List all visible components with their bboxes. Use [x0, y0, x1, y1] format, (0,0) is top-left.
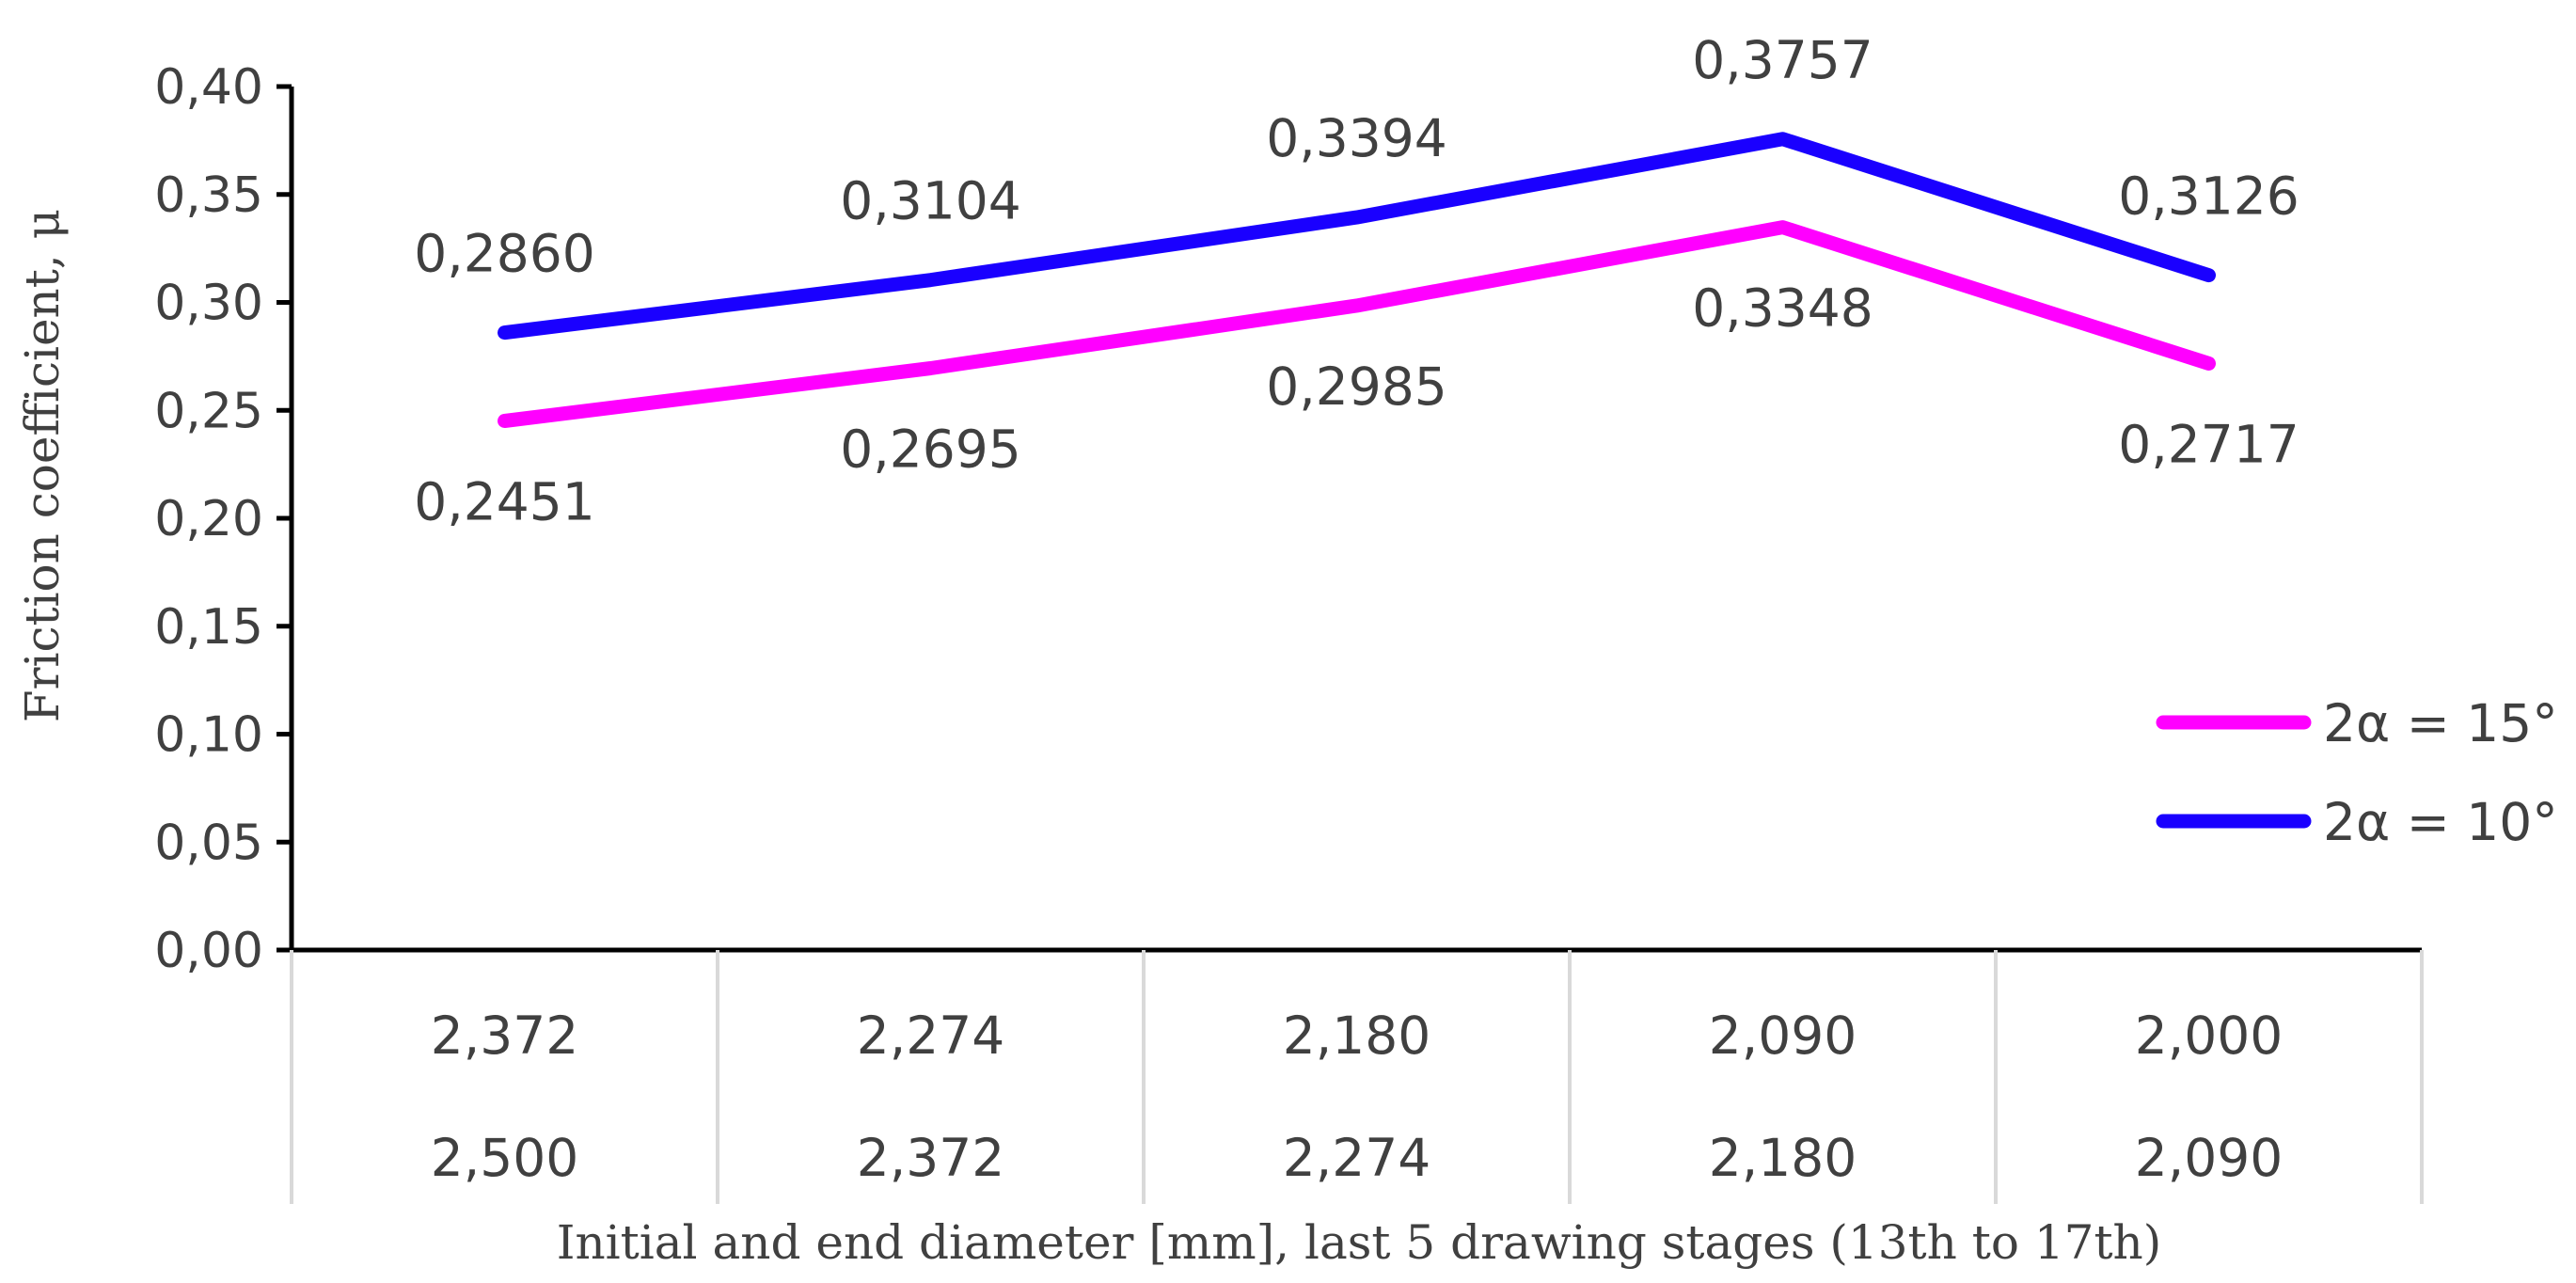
y-tick-label: 0,15 — [154, 599, 263, 656]
series-line-2 — [498, 132, 2216, 341]
data-label: 0,2717 — [2118, 414, 2299, 474]
category-initial-diameter: 2,274 — [1283, 1128, 1430, 1188]
y-tick-label: 0,20 — [154, 491, 263, 547]
y-axis: 0,00 0,05 0,10 0,15 0,20 0,25 0,30 0,35 0,40 — [154, 59, 294, 979]
y-tick-label: 0,05 — [154, 815, 263, 871]
y-tick-label: 0,00 — [154, 923, 263, 979]
category-end-diameter: 2,372 — [431, 1006, 578, 1066]
legend-label: 2α = 10° — [2323, 792, 2558, 852]
category-end-diameter: 2,090 — [1709, 1006, 1857, 1066]
category-initial-diameter: 2,372 — [857, 1128, 1004, 1188]
data-label: 0,2985 — [1266, 356, 1446, 417]
data-label: 0,3104 — [840, 171, 1020, 231]
x-axis-title: Initial and end diameter [mm], last 5 dr… — [557, 1215, 2162, 1270]
y-tick-label: 0,40 — [154, 59, 263, 116]
y-tick-label: 0,25 — [154, 383, 263, 439]
legend-label: 2α = 15° — [2323, 693, 2558, 753]
data-label: 0,3394 — [1266, 108, 1446, 168]
data-label: 0,3757 — [1692, 30, 1873, 90]
data-label: 0,3126 — [2118, 166, 2299, 227]
y-tick-label: 0,35 — [154, 167, 263, 224]
category-end-diameter: 2,000 — [2135, 1006, 2283, 1066]
y-axis-title: Friction coefficient, μ — [15, 209, 70, 722]
category-initial-diameter: 2,500 — [431, 1128, 578, 1188]
legend: 2α = 15° 2α = 10° — [2156, 693, 2558, 852]
category-end-diameter: 2,274 — [857, 1006, 1004, 1066]
data-label: 0,3348 — [1692, 278, 1873, 339]
category-initial-diameter: 2,090 — [2135, 1128, 2283, 1188]
category-end-diameter: 2,180 — [1283, 1006, 1430, 1066]
data-label: 0,2695 — [840, 419, 1020, 479]
series-line-1 — [498, 220, 2216, 428]
y-tick-label: 0,30 — [154, 276, 263, 332]
y-tick-label: 0,10 — [154, 707, 263, 764]
x-axis: 2,372 2,500 2,274 2,372 2,180 2,274 2,090 2,180… — [277, 947, 2424, 1204]
data-label: 0,2860 — [414, 224, 594, 284]
data-label: 0,2451 — [414, 471, 594, 531]
series-layer: 0,2451 0,2695 0,2985 0,3348 0,2717 0,2860 0,31… — [414, 30, 2299, 532]
category-initial-diameter: 2,180 — [1709, 1128, 1857, 1188]
